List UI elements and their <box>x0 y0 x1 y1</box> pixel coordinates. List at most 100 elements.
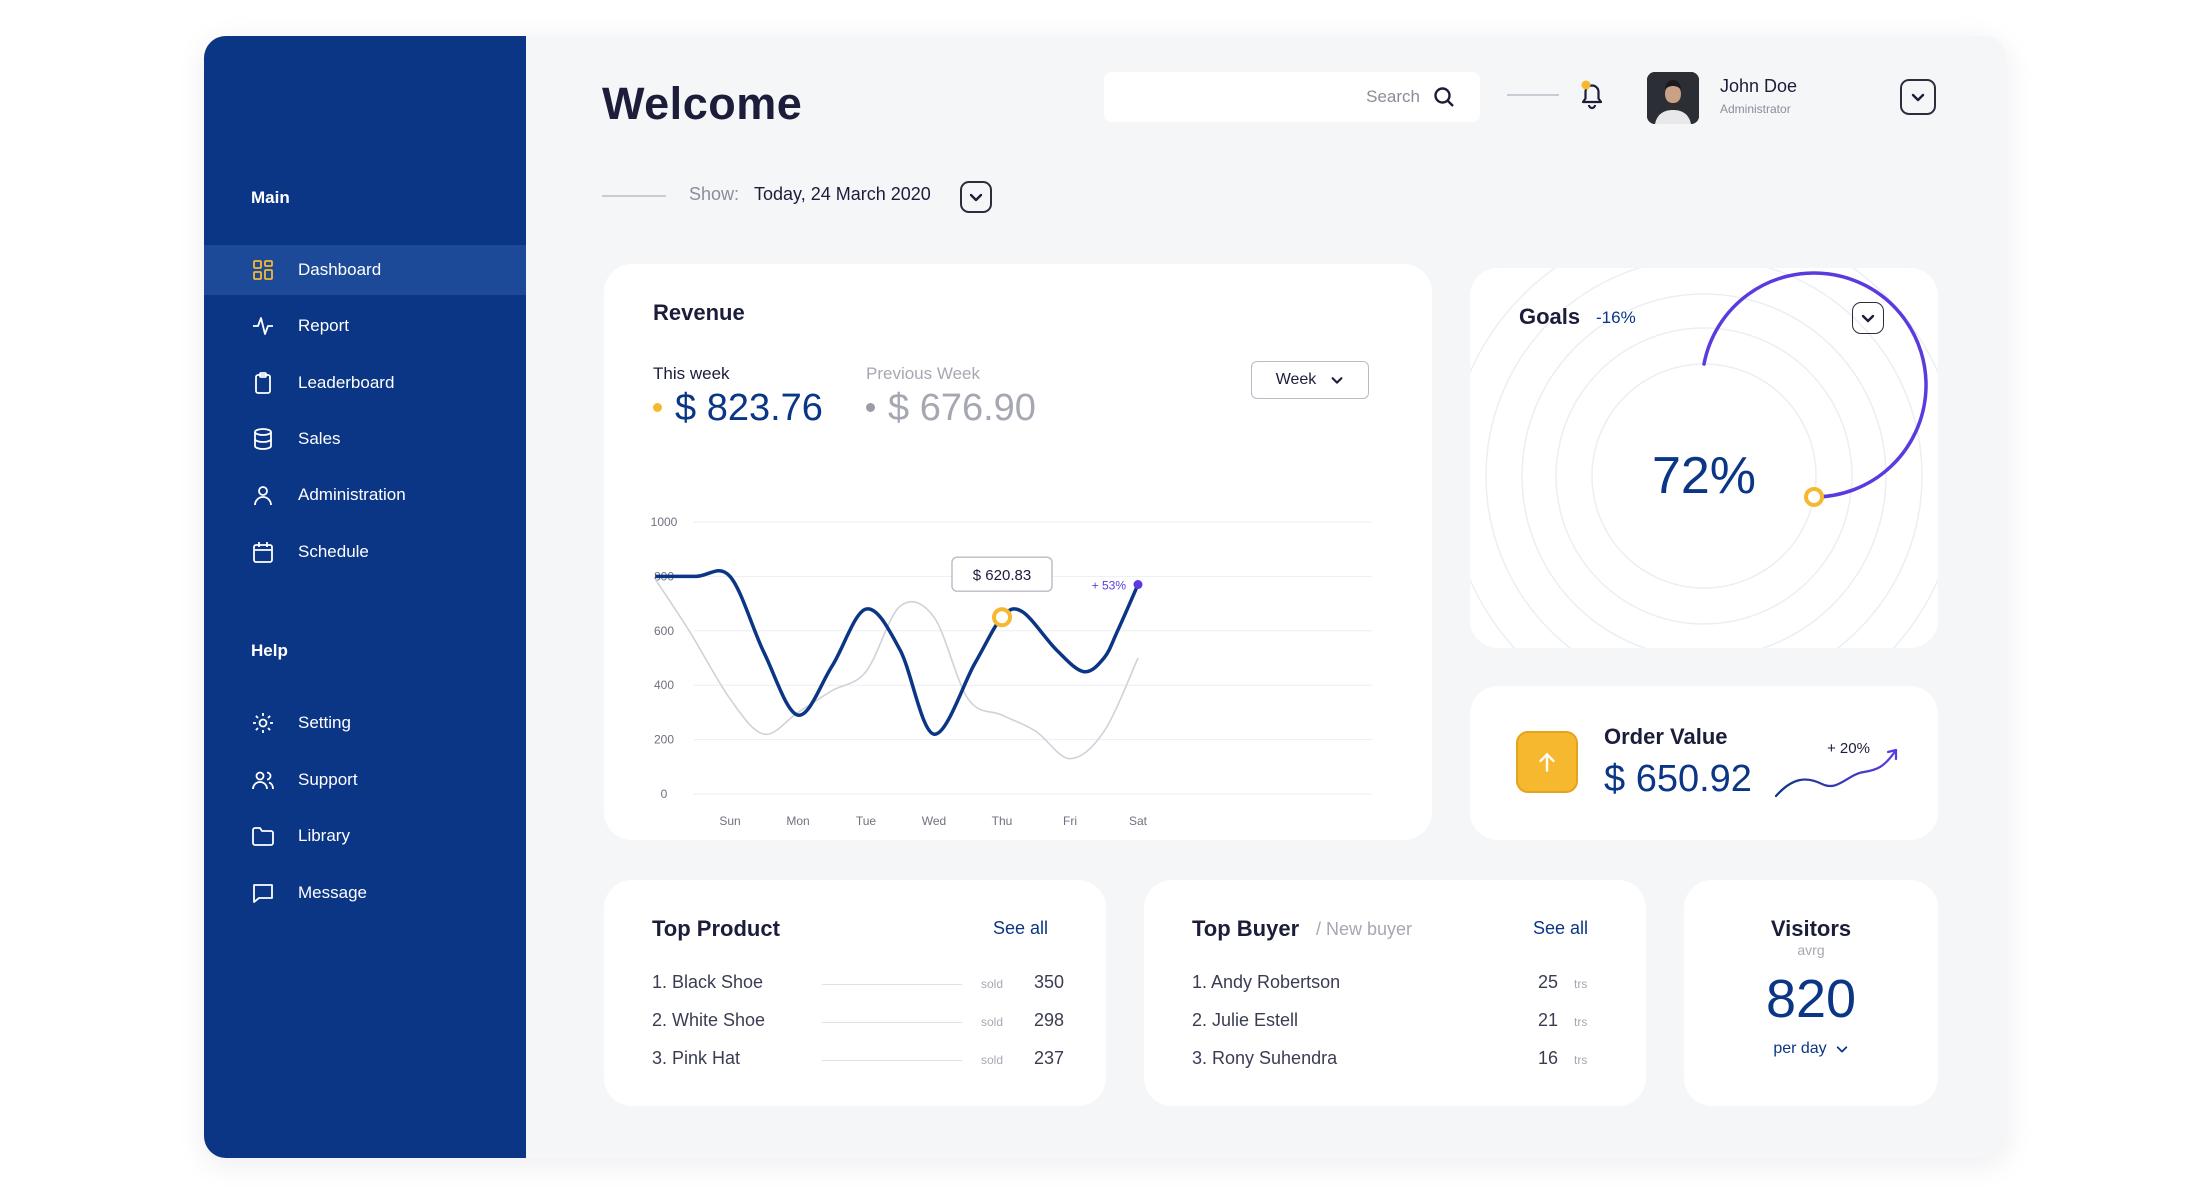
sidebar-item-report[interactable]: Report <box>204 301 526 351</box>
user-icon <box>250 482 276 508</box>
avatar[interactable] <box>1647 72 1699 124</box>
order-value-card: Order Value $ 650.92 + 20% <box>1470 686 1938 840</box>
goals-card: Goals -16% 72% <box>1470 268 1938 648</box>
date-divider <box>602 195 666 197</box>
row-divider <box>822 1060 962 1061</box>
trs-value: 25 <box>1537 972 1558 992</box>
sidebar-item-label: Leaderboard <box>298 373 395 392</box>
sidebar-item-label: Schedule <box>298 542 369 561</box>
user-role: Administrator <box>1720 102 1791 116</box>
x-tick-label: Mon <box>786 814 809 828</box>
visitors-period-select[interactable]: per day <box>1684 1040 1938 1058</box>
activity-pulse-icon <box>250 313 276 339</box>
list-item: 3. Rony Suhendra <box>1192 1048 1338 1068</box>
top-product-see-all-link[interactable]: See all <box>993 918 1049 938</box>
sidebar-item-label: Report <box>298 316 350 335</box>
this-week-line <box>655 569 1140 736</box>
period-select-label: Week <box>1275 371 1317 388</box>
chevron-down-icon <box>1861 314 1875 323</box>
sold-value: 298 <box>1033 1010 1064 1030</box>
page-title: Welcome <box>602 78 803 129</box>
app-window: Main Dashboard Report Leaderboard Sales <box>204 36 2006 1158</box>
sold-label: sold <box>981 977 1004 991</box>
x-tick-label: Tue <box>856 814 877 828</box>
top-buyer-subtitle: / New buyer <box>1316 919 1413 939</box>
sidebar-item-label: Dashboard <box>298 260 382 279</box>
sidebar-item-label: Setting <box>298 713 351 732</box>
chevron-down-icon <box>969 193 983 202</box>
user-menu-dropdown-button[interactable] <box>1900 79 1936 115</box>
clipboard-icon <box>250 370 276 396</box>
dashboard-grid-icon <box>250 257 276 283</box>
y-tick-label: 600 <box>654 624 674 638</box>
visitors-card: Visitors avrg 820 per day <box>1684 880 1938 1106</box>
sidebar-item-label: Sales <box>298 429 341 448</box>
top-buyer-card: Top Buyer / New buyer See all 1. Andy Ro… <box>1144 880 1646 1106</box>
tooltip-box <box>951 556 1053 592</box>
trs-label: trs <box>1574 1015 1588 1029</box>
list-item: 2. White Shoe <box>652 1010 766 1030</box>
sidebar-item-setting[interactable]: Setting <box>204 698 526 748</box>
top-product-card: Top Product See all 1. Black Shoe sold 3… <box>604 880 1106 1106</box>
chevron-down-icon <box>1911 93 1925 102</box>
sold-label: sold <box>981 1015 1004 1029</box>
show-label: Show: <box>689 184 740 204</box>
order-value-change: + 20% <box>1827 740 1870 757</box>
search-input[interactable]: Search <box>1104 72 1480 122</box>
row-divider <box>822 1022 962 1023</box>
sidebar-item-label: Library <box>298 826 350 845</box>
x-tick-label: Sun <box>719 814 740 828</box>
sidebar: Main Dashboard Report Leaderboard Sales <box>204 36 526 1158</box>
header-divider <box>1507 94 1559 96</box>
prev-week-dot <box>866 403 875 412</box>
top-buyer-see-all-link[interactable]: See all <box>1533 918 1589 938</box>
sidebar-item-schedule[interactable]: Schedule <box>204 527 526 577</box>
folder-icon <box>250 823 276 849</box>
visitors-period: per day <box>1773 1040 1827 1057</box>
end-badge: + 53% <box>1092 579 1127 593</box>
chevron-down-icon <box>1836 1046 1847 1053</box>
date-dropdown-button[interactable] <box>960 181 992 213</box>
sidebar-item-label: Administration <box>298 485 406 504</box>
goals-dropdown-button[interactable] <box>1852 302 1884 334</box>
sidebar-item-support[interactable]: Support <box>204 755 526 805</box>
order-value-title: Order Value <box>1604 724 1728 749</box>
x-tick-label: Sat <box>1129 814 1148 828</box>
sidebar-help-heading: Help <box>251 641 288 660</box>
sold-value: 350 <box>1033 972 1064 992</box>
list-item: 2. Julie Estell <box>1192 1010 1299 1030</box>
sidebar-item-library[interactable]: Library <box>204 811 526 861</box>
sidebar-main-heading: Main <box>251 188 290 207</box>
sold-value: 237 <box>1033 1048 1064 1068</box>
top-product-title: Top Product <box>652 916 780 941</box>
goals-change: -16% <box>1596 308 1636 327</box>
sidebar-item-administration[interactable]: Administration <box>204 470 526 520</box>
visitors-title: Visitors <box>1770 916 1852 941</box>
this-week-label: This week <box>653 364 730 383</box>
search-icon[interactable] <box>1432 85 1456 109</box>
sidebar-item-sales[interactable]: Sales <box>204 414 526 464</box>
trs-value: 16 <box>1537 1048 1558 1068</box>
goals-rings <box>1470 268 1938 648</box>
prev-week-label: Previous Week <box>866 364 981 383</box>
sidebar-item-message[interactable]: Message <box>204 868 526 918</box>
visitors-subtitle: avrg <box>1797 942 1825 958</box>
y-tick-label: 1000 <box>651 515 678 529</box>
goals-progress-knob <box>1804 486 1825 507</box>
list-item: 3. Pink Hat <box>652 1048 741 1068</box>
show-date: Today, 24 March 2020 <box>754 184 931 204</box>
message-icon <box>250 880 276 906</box>
x-tick-label: Wed <box>922 814 946 828</box>
list-item: 1. Andy Robertson <box>1192 972 1341 992</box>
prev-week-value: $ 676.90 <box>888 387 1036 429</box>
sidebar-item-dashboard[interactable]: Dashboard <box>204 245 526 295</box>
this-week-value: $ 823.76 <box>675 387 823 429</box>
revenue-chart: 1000 800 600 400 200 0 Sun Mon Tue Wed Thu Fri Sat $ … <box>651 515 1372 828</box>
goals-title: Goals <box>1519 304 1581 329</box>
top-buyer-title: Top Buyer <box>1192 916 1300 941</box>
sidebar-item-leaderboard[interactable]: Leaderboard <box>204 358 526 408</box>
sidebar-item-label: Support <box>298 770 358 789</box>
period-select[interactable]: Week <box>1251 361 1369 399</box>
sidebar-item-label: Message <box>298 883 367 902</box>
notification-bell-icon[interactable] <box>1574 77 1610 113</box>
